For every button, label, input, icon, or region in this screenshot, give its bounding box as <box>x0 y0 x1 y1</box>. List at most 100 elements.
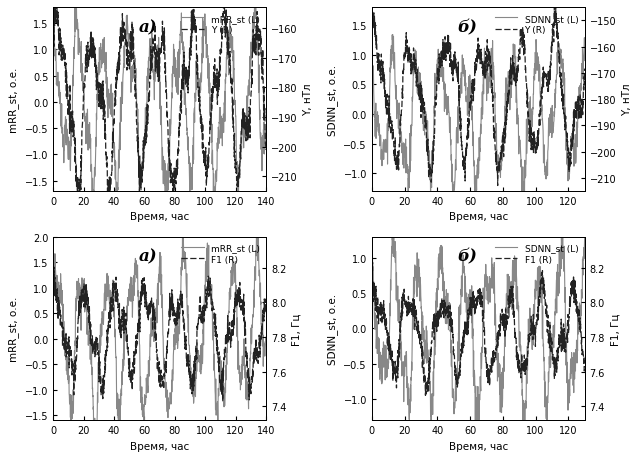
F1 (R) <box>390 359 397 364</box>
X-axis label: Время, час: Время, час <box>130 441 189 451</box>
SDNN_st (L) <box>538 108 546 113</box>
Y (R) <box>580 67 588 72</box>
SDNN_st (L) <box>580 59 588 64</box>
Y-axis label: SDNN_st, о.е.: SDNN_st, о.е. <box>327 64 338 135</box>
Y (R) <box>552 0 559 2</box>
Y-axis label: SDNN_st, о.е.: SDNN_st, о.е. <box>327 293 338 364</box>
Y (R) <box>534 138 542 143</box>
Line: Y (R): Y (R) <box>53 0 266 211</box>
SDNN_st (L) <box>580 235 588 241</box>
Line: Y (R): Y (R) <box>372 0 584 186</box>
Line: SDNN_st (L): SDNN_st (L) <box>372 227 584 434</box>
Y-axis label: F1, Гц: F1, Гц <box>292 313 302 345</box>
Legend: mRR_st (L), F1 (R): mRR_st (L), F1 (R) <box>177 240 263 268</box>
F1 (R) <box>534 304 542 310</box>
X-axis label: Время, час: Время, час <box>449 441 508 451</box>
F1 (R) <box>580 364 588 369</box>
Line: mRR_st (L): mRR_st (L) <box>53 0 266 209</box>
F1 (R) <box>143 304 151 309</box>
Y (R) <box>136 189 143 195</box>
mRR_st (L) <box>220 125 227 130</box>
Y-axis label: Y, нТл: Y, нТл <box>303 84 313 116</box>
Y-axis label: mRR_st, о.е.: mRR_st, о.е. <box>8 67 19 133</box>
Line: SDNN_st (L): SDNN_st (L) <box>372 35 584 212</box>
Y-axis label: mRR_st, о.е.: mRR_st, о.е. <box>8 296 19 361</box>
mRR_st (L) <box>220 378 227 383</box>
mRR_st (L) <box>254 231 262 236</box>
Y (R) <box>390 138 397 144</box>
Y (R) <box>461 155 469 161</box>
SDNN_st (L) <box>454 122 462 127</box>
Y-axis label: Y, нТл: Y, нТл <box>621 84 632 116</box>
mRR_st (L) <box>216 121 223 127</box>
mRR_st (L) <box>196 98 204 103</box>
mRR_st (L) <box>71 350 79 356</box>
Line: F1 (R): F1 (R) <box>53 267 266 401</box>
SDNN_st (L) <box>454 351 462 356</box>
SDNN_st (L) <box>450 209 458 215</box>
mRR_st (L) <box>262 139 270 145</box>
SDNN_st (L) <box>389 33 397 38</box>
mRR_st (L) <box>143 74 151 80</box>
SDNN_st (L) <box>368 255 376 260</box>
Y (R) <box>454 81 461 86</box>
F1 (R) <box>136 297 143 302</box>
Line: mRR_st (L): mRR_st (L) <box>53 234 266 450</box>
Y (R) <box>71 143 79 148</box>
F1 (R) <box>462 323 470 329</box>
F1 (R) <box>215 349 223 355</box>
F1 (R) <box>368 280 376 285</box>
F1 (R) <box>219 398 227 404</box>
mRR_st (L) <box>92 447 100 453</box>
F1 (R) <box>262 304 270 309</box>
Y (R) <box>515 71 522 77</box>
SDNN_st (L) <box>538 285 546 291</box>
F1 (R) <box>195 302 203 308</box>
mRR_st (L) <box>49 6 57 11</box>
Y (R) <box>49 28 57 34</box>
Text: а): а) <box>138 19 157 36</box>
F1 (R) <box>220 364 227 369</box>
SDNN_st (L) <box>534 303 542 308</box>
Y (R) <box>196 109 204 115</box>
Y (R) <box>143 102 151 108</box>
SDNN_st (L) <box>368 43 376 49</box>
mRR_st (L) <box>136 186 143 192</box>
F1 (R) <box>539 268 547 274</box>
SDNN_st (L) <box>520 431 527 437</box>
F1 (R) <box>49 264 57 269</box>
SDNN_st (L) <box>462 294 470 299</box>
mRR_st (L) <box>136 341 143 347</box>
mRR_st (L) <box>196 360 204 365</box>
Y-axis label: F1, Гц: F1, Гц <box>611 313 620 345</box>
Y (R) <box>216 85 223 90</box>
F1 (R) <box>71 370 79 375</box>
Legend: SDNN_st (L), F1 (R): SDNN_st (L), F1 (R) <box>491 240 582 268</box>
Text: а): а) <box>138 248 157 265</box>
Legend: mRR_st (L), Y (R): mRR_st (L), Y (R) <box>177 11 263 39</box>
mRR_st (L) <box>71 35 79 40</box>
mRR_st (L) <box>49 276 57 281</box>
F1 (R) <box>538 281 546 287</box>
Text: б): б) <box>457 248 477 265</box>
Y (R) <box>494 183 502 189</box>
SDNN_st (L) <box>390 226 397 231</box>
mRR_st (L) <box>216 368 223 374</box>
mRR_st (L) <box>113 206 120 212</box>
X-axis label: Время, час: Время, час <box>449 212 508 222</box>
mRR_st (L) <box>143 387 151 393</box>
Text: б): б) <box>457 19 477 36</box>
SDNN_st (L) <box>388 224 396 230</box>
SDNN_st (L) <box>390 54 397 59</box>
Y (R) <box>106 208 113 213</box>
SDNN_st (L) <box>462 97 470 102</box>
mRR_st (L) <box>262 336 270 342</box>
Y (R) <box>262 147 270 152</box>
Legend: SDNN_st (L), Y (R): SDNN_st (L), Y (R) <box>491 11 582 39</box>
SDNN_st (L) <box>515 301 522 306</box>
X-axis label: Время, час: Время, час <box>130 212 189 222</box>
Y (R) <box>368 18 376 24</box>
SDNN_st (L) <box>515 116 522 122</box>
F1 (R) <box>515 351 522 356</box>
SDNN_st (L) <box>534 56 542 62</box>
